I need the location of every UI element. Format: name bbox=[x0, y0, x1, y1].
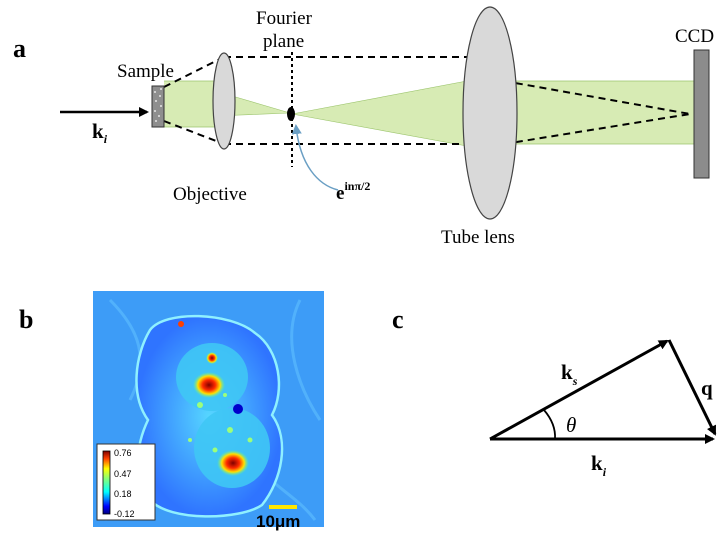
panel-c: c ks q θ ki bbox=[392, 305, 717, 479]
colorbar-tick-1: 0.47 bbox=[114, 469, 132, 479]
ki-label: ki bbox=[591, 451, 607, 479]
phase-shift-label: einπ/2 bbox=[336, 179, 370, 204]
scale-bar-label: 10μm bbox=[256, 512, 300, 531]
nucleus-lower bbox=[194, 408, 270, 488]
bright-specks bbox=[188, 393, 253, 453]
panel-a: a ki bbox=[13, 6, 714, 248]
phase-leader-line bbox=[291, 124, 339, 191]
fourier-label-line1: Fourier bbox=[256, 8, 313, 29]
theta-arc bbox=[543, 409, 556, 440]
scattered-wavevector-arrow bbox=[489, 339, 669, 441]
colorbar-tick-3: -0.12 bbox=[114, 509, 135, 519]
colorbar bbox=[102, 450, 111, 515]
objective-lens bbox=[212, 52, 236, 150]
scattering-vector-arrow bbox=[667, 339, 717, 436]
hotspot-lower bbox=[217, 450, 249, 476]
beam-expanding-cone bbox=[291, 80, 468, 147]
sample-slide bbox=[151, 85, 165, 128]
panel-b: b 0.76 0.47 0.18 -0.12 bbox=[19, 291, 324, 531]
colorbar-tick-0: 0.76 bbox=[114, 448, 132, 458]
ccd-label: CCD bbox=[675, 26, 714, 47]
dark-spot bbox=[233, 404, 243, 414]
sample-texture bbox=[154, 88, 162, 122]
scale-bar bbox=[269, 505, 297, 509]
beam-input-segment bbox=[164, 81, 216, 127]
theta-label: θ bbox=[566, 413, 576, 437]
light-beam bbox=[164, 80, 694, 147]
phase-mask-dot bbox=[287, 107, 295, 121]
panel-b-label: b bbox=[19, 305, 33, 334]
colorbar-tick-2: 0.18 bbox=[114, 489, 132, 499]
ccd-detector bbox=[693, 49, 710, 179]
incident-wavevector-label: ki bbox=[92, 119, 108, 146]
tube-lens bbox=[462, 6, 518, 220]
objective-label: Objective bbox=[173, 184, 247, 205]
hotspot-small bbox=[206, 352, 218, 364]
q-label: q bbox=[701, 376, 713, 400]
panel-a-label: a bbox=[13, 34, 26, 63]
fourier-label-line2: plane bbox=[263, 31, 304, 52]
sample-label: Sample bbox=[117, 61, 174, 82]
hotspot-dot-top bbox=[178, 321, 184, 327]
hotspot-upper bbox=[193, 372, 225, 398]
tube-lens-label: Tube lens bbox=[441, 227, 515, 248]
scattered-rays bbox=[163, 56, 691, 145]
ks-label: ks bbox=[561, 360, 578, 388]
panel-c-label: c bbox=[392, 305, 404, 334]
